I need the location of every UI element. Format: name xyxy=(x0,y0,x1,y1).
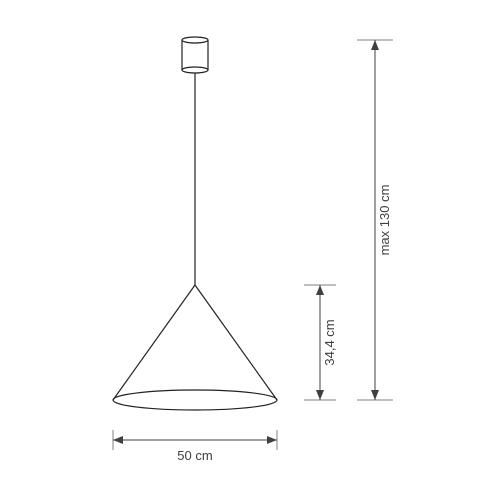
total-height-label: max 130 cm xyxy=(377,185,392,256)
width-label: 50 cm xyxy=(177,448,212,463)
ceiling-cap xyxy=(182,37,208,73)
dimension-total-height: max 130 cm xyxy=(357,40,393,400)
shade-height-label: 34,4 cm xyxy=(322,319,337,365)
lamp-dimension-diagram: max 130 cm 34,4 cm 50 cm xyxy=(0,0,500,500)
dimension-width: 50 cm xyxy=(113,430,277,463)
dimension-shade-height: 34,4 cm xyxy=(304,285,337,400)
lamp-shade xyxy=(113,285,277,410)
